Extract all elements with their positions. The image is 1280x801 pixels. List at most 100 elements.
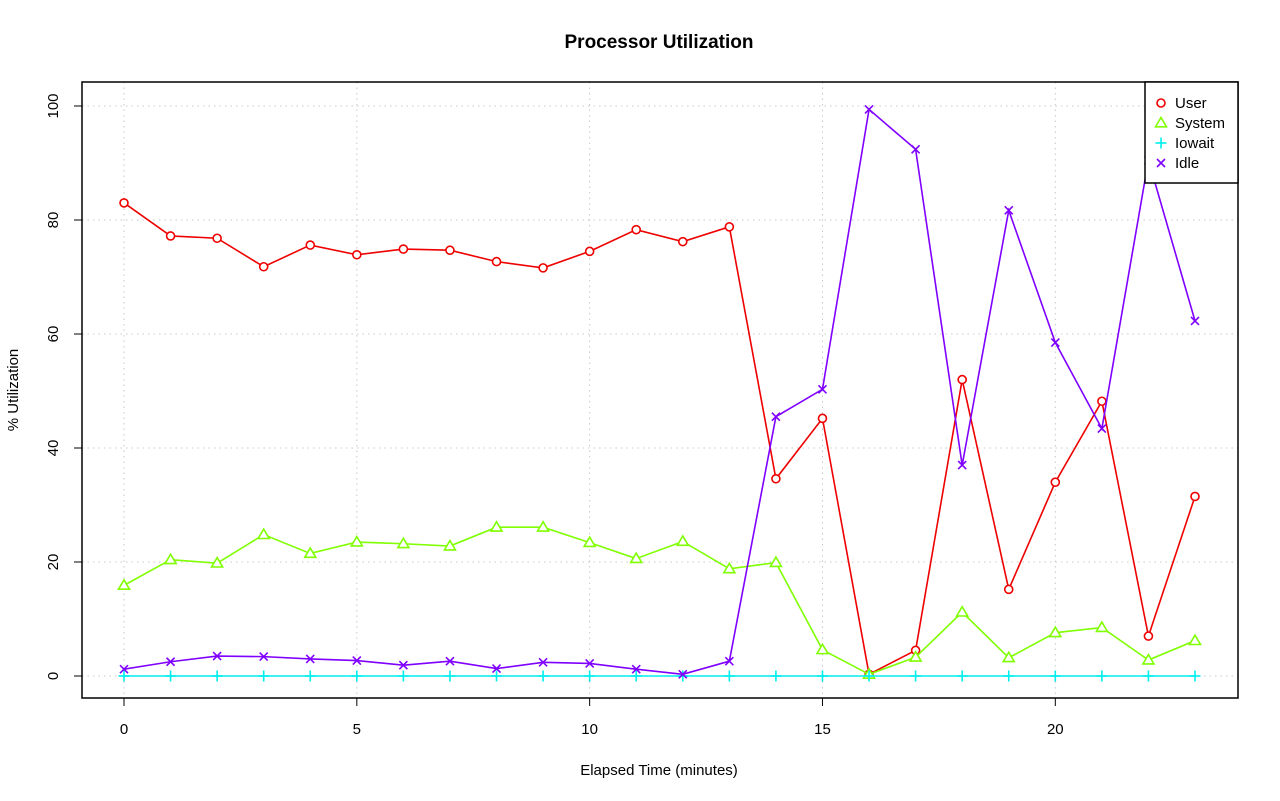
series-iowait bbox=[118, 670, 1201, 682]
series-idle-point bbox=[119, 664, 129, 674]
series-user-point bbox=[584, 246, 595, 257]
series-system-point bbox=[117, 578, 131, 591]
series-idle-point bbox=[1050, 337, 1060, 348]
series-system-point bbox=[163, 552, 178, 565]
series-idle-point bbox=[445, 656, 455, 666]
series-system-point bbox=[443, 538, 457, 551]
y-tick-label: 0 bbox=[45, 672, 62, 680]
series-user-point bbox=[491, 256, 502, 267]
series-idle-point bbox=[1190, 316, 1200, 326]
series-system-point bbox=[303, 546, 318, 559]
series-idle-point-b bbox=[398, 660, 408, 670]
x-tick-label: 20 bbox=[1047, 721, 1064, 738]
y-tick-label: 100 bbox=[45, 93, 62, 118]
series-system-point bbox=[349, 534, 364, 547]
series-idle-point bbox=[165, 657, 176, 667]
x-tick-label: 15 bbox=[814, 721, 831, 738]
series-user-point bbox=[957, 374, 967, 385]
series-idle-point bbox=[1004, 205, 1014, 215]
series-idle-point bbox=[398, 660, 408, 670]
series-idle-point-b bbox=[678, 669, 688, 679]
series-idle-point-b bbox=[631, 664, 641, 674]
series-idle-point bbox=[631, 664, 641, 674]
legend-item-user: User bbox=[1156, 95, 1207, 112]
series-system-point bbox=[629, 551, 644, 564]
series-idle-point-b bbox=[771, 412, 781, 422]
series-user-point bbox=[538, 263, 548, 273]
series-idle-point-b bbox=[1004, 205, 1014, 215]
series-user-point bbox=[1050, 477, 1061, 488]
series-iowait-point bbox=[304, 670, 316, 682]
series-idle-point-b bbox=[1050, 337, 1060, 348]
series-idle-point bbox=[538, 657, 548, 667]
series-idle-point bbox=[864, 104, 874, 114]
legend-marker-system bbox=[1154, 115, 1168, 128]
series-iowait-point bbox=[537, 670, 549, 682]
series-iowait-point bbox=[258, 670, 270, 682]
chart-title: Processor Utilization bbox=[565, 32, 754, 53]
series-iowait-point bbox=[956, 670, 968, 682]
series-system-point bbox=[722, 561, 737, 574]
y-tick-label: 60 bbox=[45, 326, 62, 343]
series-idle-point-b bbox=[1190, 316, 1200, 326]
series-idle-point bbox=[491, 664, 502, 674]
series-idle-point bbox=[817, 384, 828, 394]
series-user-point bbox=[212, 233, 222, 244]
legend-marker-iowait bbox=[1155, 137, 1167, 149]
series-idle-point-b bbox=[119, 664, 129, 674]
series-system-point bbox=[955, 605, 970, 617]
series-system-point bbox=[489, 520, 504, 532]
series-iowait-point bbox=[1142, 670, 1154, 682]
series-idle-point-b bbox=[259, 652, 269, 662]
series-idle-point bbox=[585, 658, 595, 669]
series-system-point bbox=[815, 642, 830, 655]
series-iowait-point bbox=[444, 670, 456, 682]
series-iowait-point bbox=[1003, 670, 1015, 682]
series-system-point bbox=[1001, 650, 1016, 663]
series-iowait-point bbox=[165, 670, 177, 682]
legend-label-idle: Idle bbox=[1175, 155, 1199, 172]
y-axis-label: % Utilization bbox=[5, 349, 22, 432]
series-system-point bbox=[1094, 620, 1109, 633]
series-user-point bbox=[724, 222, 735, 232]
series-user-point bbox=[631, 224, 642, 235]
series-idle-point bbox=[771, 412, 781, 422]
series-idle-point bbox=[212, 651, 222, 661]
series-idle-point-b bbox=[491, 664, 502, 674]
series-system bbox=[117, 520, 1202, 679]
series-iowait-point bbox=[491, 670, 503, 682]
series-iowait-point bbox=[770, 670, 782, 682]
series-iowait-point bbox=[584, 670, 596, 682]
legend-label-user: User bbox=[1175, 95, 1207, 112]
series-iowait-point bbox=[816, 670, 828, 682]
series-iowait-point bbox=[910, 670, 922, 682]
series-system-point bbox=[582, 535, 597, 548]
series-iowait-point bbox=[1049, 670, 1061, 682]
plot-frame bbox=[81, 81, 1239, 699]
series-system-point bbox=[210, 556, 225, 568]
axes: 0 5 10 15 20 0 20 40 60 80 100 bbox=[45, 81, 1239, 738]
series-idle-point-b bbox=[352, 656, 362, 666]
series-idle-point-b bbox=[585, 658, 595, 669]
series-iowait-point bbox=[351, 670, 363, 682]
legend-marker-idle-b bbox=[1156, 158, 1166, 168]
y-tick-label: 20 bbox=[45, 554, 62, 571]
series-idle-point-b bbox=[305, 654, 315, 664]
series-idle-point-b bbox=[864, 104, 874, 114]
series-system-point bbox=[396, 536, 411, 549]
series-user-point bbox=[398, 244, 409, 254]
series-iowait-point bbox=[211, 670, 223, 682]
legend-marker-idle bbox=[1156, 158, 1166, 168]
series-idle-point-b bbox=[445, 656, 455, 666]
x-tick-label: 5 bbox=[353, 721, 361, 738]
series-idle-point-b bbox=[165, 657, 176, 667]
series-system-line bbox=[123, 526, 1196, 676]
series-system-point bbox=[769, 555, 783, 568]
legend-item-system: System bbox=[1154, 115, 1225, 132]
series-idle-point-b bbox=[538, 657, 548, 667]
series-system-point bbox=[908, 650, 923, 662]
series-idle-point bbox=[724, 656, 734, 666]
series-user-point bbox=[771, 473, 781, 484]
series-idle-point-b bbox=[911, 144, 921, 154]
